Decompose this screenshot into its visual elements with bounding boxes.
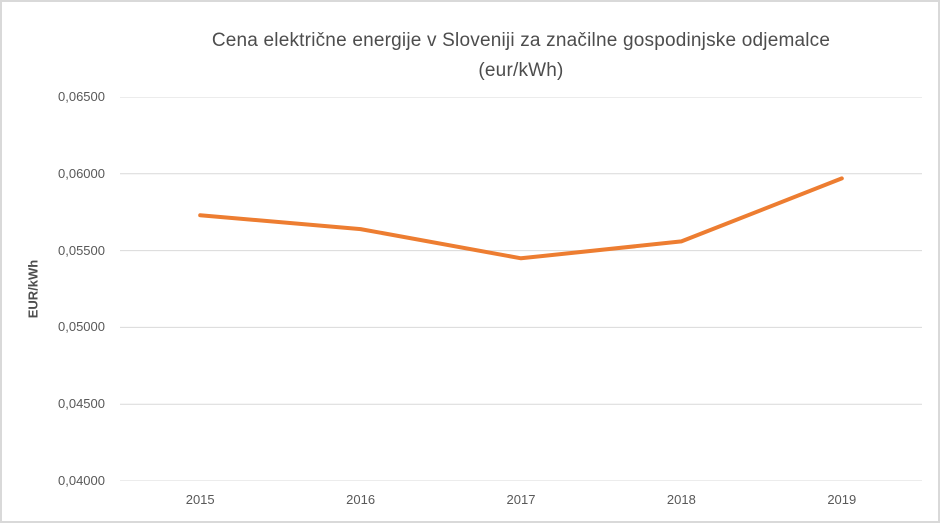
y-tick-label: 0,04500 — [58, 396, 105, 412]
chart-title-line2: (eur/kWh) — [478, 60, 564, 81]
price-line-series — [198, 176, 844, 261]
y-tick-label: 0,06000 — [58, 165, 105, 181]
x-tick-label: 2015 — [185, 492, 215, 507]
chart-title: Cena električne energije v Sloveniji za … — [120, 26, 922, 86]
y-tick-label: 0,06500 — [58, 89, 105, 104]
x-tick-label: 2016 — [346, 492, 376, 507]
chart-title-line1: Cena električne energije v Sloveniji za … — [211, 30, 831, 51]
gridlines — [120, 97, 922, 481]
x-tick-label: 2018 — [666, 492, 696, 507]
plot-area — [120, 97, 922, 481]
y-axis-title: EUR/kWh — [25, 259, 41, 319]
y-tick-label: 0,05500 — [58, 242, 105, 258]
x-tick-label: 2017 — [506, 492, 536, 507]
y-tick-label: 0,05000 — [58, 319, 105, 335]
y-tick-label: 0,04000 — [58, 473, 105, 488]
x-tick-label: 2019 — [827, 492, 857, 507]
